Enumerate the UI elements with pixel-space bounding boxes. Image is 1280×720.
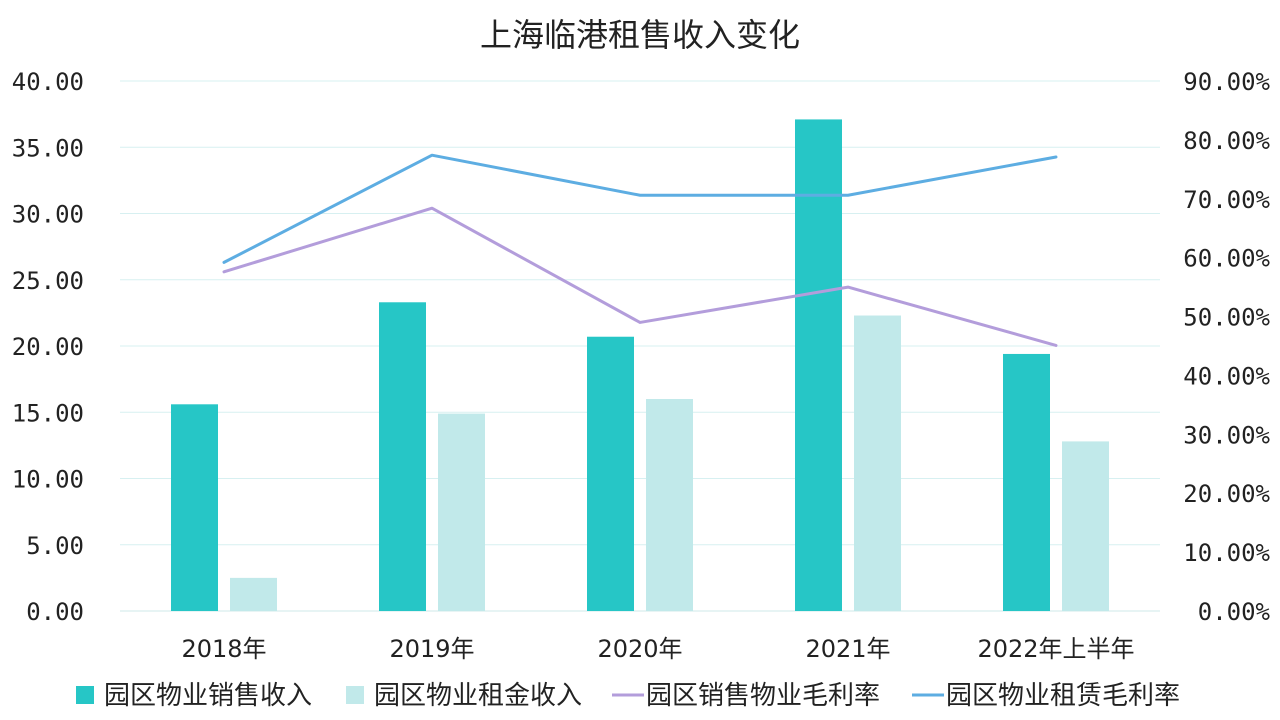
bar-sales (1003, 353, 1050, 611)
bar-rent (646, 399, 693, 611)
y-right-tick-label: 40.00% (1183, 362, 1270, 390)
series-line-2 (222, 206, 1058, 347)
legend: 园区物业销售收入 园区物业租金收入 园区销售物业毛利率 园区物业租赁毛利率 (76, 681, 1180, 711)
bar-sales (379, 302, 426, 611)
y-left-tick-label: 40.00 (12, 68, 84, 96)
x-tick-label: 2021年 (805, 635, 890, 663)
y-right-tick-label: 30.00% (1183, 421, 1270, 449)
bar-sales (171, 404, 218, 611)
y-right-tick-label: 10.00% (1183, 539, 1270, 567)
y-left-tick-label: 20.00 (12, 333, 84, 361)
y-right-tick-label: 0.00% (1198, 598, 1271, 626)
x-tick-label: 2018年 (181, 635, 266, 663)
legend-label: 园区物业租金收入 (374, 681, 582, 711)
bar-rent (438, 413, 485, 611)
y-right-tick-label: 60.00% (1183, 245, 1270, 273)
legend-label: 园区物业销售收入 (104, 681, 312, 711)
x-tick-label: 2020年 (597, 635, 682, 663)
y-left-tick-label: 30.00 (12, 201, 84, 229)
y-left-tick-label: 0.00 (26, 598, 84, 626)
y-left-tick-label: 5.00 (26, 532, 84, 560)
y-left-tick-label: 25.00 (12, 267, 84, 295)
chart-title: 上海临港租售收入变化 (480, 16, 800, 54)
lines (222, 153, 1058, 347)
bars (171, 119, 1109, 612)
bar-rent (1062, 441, 1109, 611)
y-right-tick-label: 20.00% (1183, 480, 1270, 508)
legend-label: 园区物业租赁毛利率 (946, 681, 1180, 711)
bar-sales (587, 336, 634, 611)
y-right-tick-label: 90.00% (1183, 68, 1270, 96)
x-tick-label: 2019年 (389, 635, 474, 663)
y-left-tick-label: 15.00 (12, 399, 84, 427)
bar-sales (795, 119, 842, 612)
y-axis-left: 0.00 5.00 10.00 15.00 20.00 25.00 30.00 35.00 40… (12, 68, 84, 626)
series-line-3 (222, 153, 1058, 264)
y-right-tick-label: 70.00% (1183, 186, 1270, 214)
y-right-tick-label: 80.00% (1183, 127, 1270, 155)
y-left-tick-label: 35.00 (12, 134, 84, 162)
y-axis-right: 0.00% 10.00% 20.00% 30.00% 40.00% 50.00% 60.00… (1183, 68, 1270, 626)
y-right-tick-label: 50.00% (1183, 304, 1270, 332)
x-tick-label: 2022年上半年 (977, 635, 1134, 663)
gridlines (120, 80, 1160, 612)
legend-swatch (346, 686, 364, 704)
y-left-tick-label: 10.00 (12, 466, 84, 494)
bar-rent (854, 315, 901, 611)
bar-rent (230, 577, 277, 611)
legend-label: 园区销售物业毛利率 (646, 681, 880, 711)
legend-swatch (76, 686, 94, 704)
x-axis: 2018年 2019年 2020年 2021年 2022年上半年 (181, 635, 1134, 663)
